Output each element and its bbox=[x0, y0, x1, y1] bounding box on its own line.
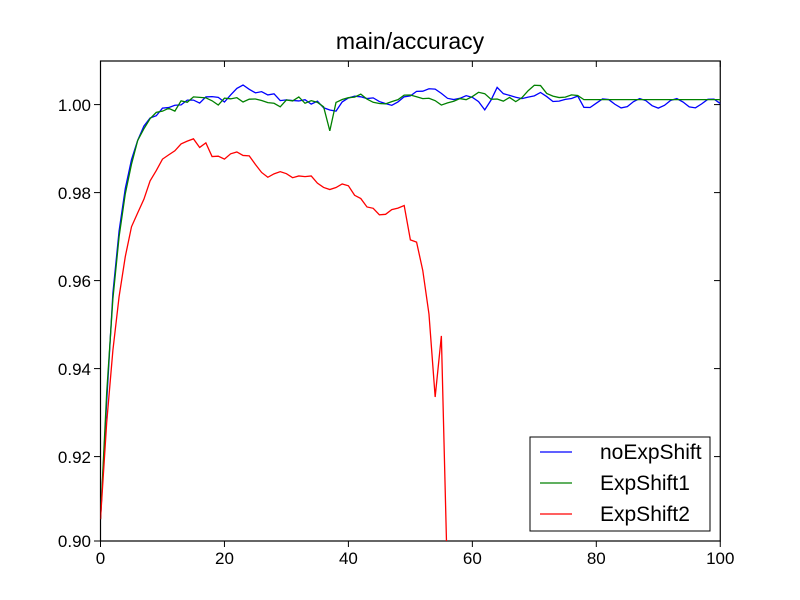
svg-text:ExpShift2: ExpShift2 bbox=[600, 503, 690, 526]
svg-text:100: 100 bbox=[706, 549, 734, 568]
svg-text:40: 40 bbox=[339, 549, 358, 568]
svg-text:60: 60 bbox=[463, 549, 482, 568]
svg-text:0.98: 0.98 bbox=[58, 184, 91, 203]
svg-text:main/accuracy: main/accuracy bbox=[336, 28, 485, 54]
svg-text:0.94: 0.94 bbox=[58, 360, 91, 379]
svg-text:0.96: 0.96 bbox=[58, 272, 91, 291]
svg-text:1.00: 1.00 bbox=[58, 96, 91, 115]
svg-text:0: 0 bbox=[96, 549, 105, 568]
svg-text:0.92: 0.92 bbox=[58, 448, 91, 467]
svg-text:ExpShift1: ExpShift1 bbox=[600, 472, 690, 495]
svg-text:0.90: 0.90 bbox=[58, 532, 91, 551]
svg-text:80: 80 bbox=[587, 549, 606, 568]
svg-text:20: 20 bbox=[215, 549, 234, 568]
svg-text:noExpShift: noExpShift bbox=[600, 441, 702, 464]
